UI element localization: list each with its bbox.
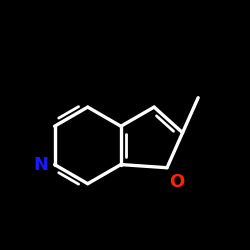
Text: O: O [170,173,185,191]
Text: N: N [33,156,48,174]
